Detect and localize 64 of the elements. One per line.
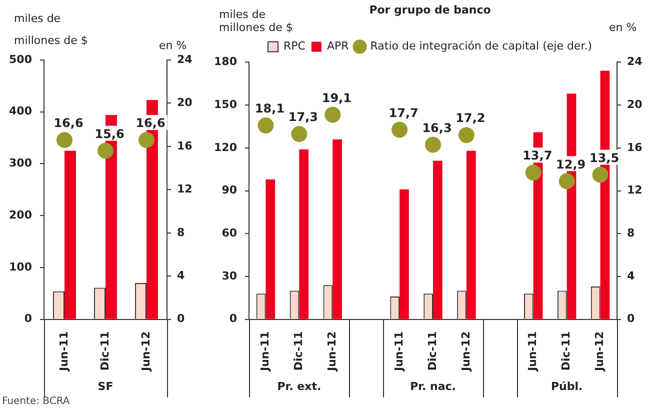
data-label: 17,7: [388, 106, 418, 120]
y-tick-label: 150: [214, 98, 238, 111]
x-tick-label: Dic-11: [560, 331, 573, 371]
y2-axis-title: en %: [609, 21, 637, 34]
text: Pr. nac.: [410, 380, 456, 394]
chart-title: Por grupo de banco: [369, 3, 492, 16]
data-label: 15,6: [94, 126, 124, 141]
y-axis-title: miles de millones de $: [219, 8, 294, 34]
text: Públ.: [550, 380, 583, 394]
y2-tick-label: 24: [627, 55, 643, 68]
y-tick-label: 120: [214, 140, 238, 154]
data-label: 16,6: [54, 116, 84, 130]
data-label: 18,1: [254, 102, 285, 116]
y-tick-label: 180: [214, 55, 238, 68]
x-tick-label: Jun-12: [593, 331, 606, 372]
text: Pr. ext.: [277, 380, 322, 394]
y-axis-title: miles de millones de $: [14, 11, 89, 49]
y-tick-label: 100: [9, 260, 32, 274]
x-tick-label: Jun-11: [526, 331, 540, 372]
x-tick-label: Jun-11: [258, 331, 272, 372]
y2-tick-label: 8: [177, 226, 185, 239]
x-tick-label: Dic-11: [292, 331, 306, 371]
y2-axis-title: en %: [159, 39, 187, 52]
y2-tick-label: 20: [627, 98, 643, 111]
y2-tick-label: 0: [177, 312, 185, 326]
y-tick-label: 300: [9, 156, 32, 170]
data-label: 17,3: [288, 110, 318, 124]
y2-tick-label: 16: [177, 139, 193, 152]
y2-tick-label: 12: [177, 182, 192, 196]
data-label: 13,5: [589, 150, 620, 165]
x-tick-label: Jun-12: [139, 331, 152, 372]
data-label: 19,1: [322, 90, 352, 105]
y2-tick-label: 24: [177, 52, 193, 66]
y-tick-label: 60: [222, 226, 238, 240]
y2-tick-label: 4: [627, 269, 635, 282]
x-tick-label: Jun-12: [325, 331, 338, 372]
y-tick-label: 400: [9, 104, 32, 118]
data-label: 12,9: [556, 157, 586, 172]
y2-tick-label: 12: [627, 184, 642, 197]
y2-tick-label: 4: [177, 269, 185, 282]
legend-label: APR: [326, 40, 350, 53]
y-tick-label: 500: [9, 52, 32, 66]
data-label: 17,2: [456, 111, 486, 126]
data-label: 16,3: [422, 120, 452, 135]
x-tick-label: Dic-11: [98, 331, 112, 371]
x-tick-label: Jun-12: [459, 331, 472, 372]
x-axis-title: SF: [98, 380, 114, 394]
y-tick-label: 200: [9, 208, 32, 222]
x-tick-label: Dic-11: [426, 331, 439, 371]
y-tick-label: 0: [229, 312, 238, 326]
source-note: Fuente: BCRA: [2, 396, 70, 407]
legend-label: RPC: [283, 40, 306, 53]
y2-tick-label: 16: [627, 140, 643, 154]
y-tick-label: 30: [222, 269, 238, 282]
x-tick-label: Jun-11: [57, 331, 70, 372]
y2-tick-label: 20: [177, 96, 193, 110]
legend-label: Ratio de integración de capital (eje der.): [370, 40, 592, 53]
y-tick-label: 90: [222, 184, 238, 197]
y-tick-label: 0: [24, 312, 32, 326]
data-label: 13,7: [522, 148, 552, 163]
y2-tick-label: 0: [627, 312, 635, 326]
x-tick-label: Jun-11: [392, 331, 406, 372]
y2-tick-label: 8: [627, 226, 635, 240]
data-label: 16,6: [136, 116, 166, 130]
